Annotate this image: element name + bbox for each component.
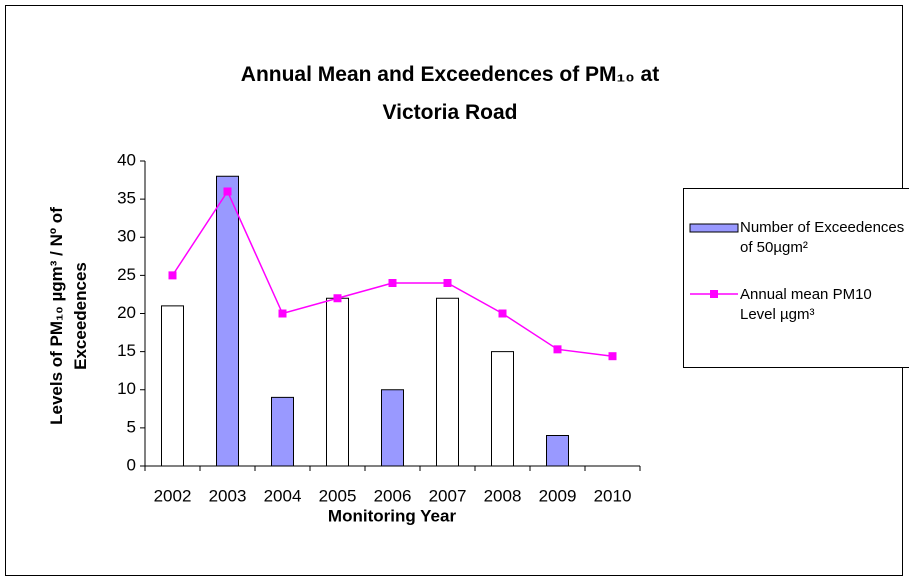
x-tick-label: 2007 <box>429 486 467 505</box>
y-tick-label: 10 <box>117 379 136 398</box>
legend-label: Number of Exceedences of 50µgm² <box>740 219 905 256</box>
line-marker <box>223 187 232 196</box>
legend-swatch <box>689 223 739 233</box>
y-tick-label: 40 <box>117 150 136 169</box>
bar <box>161 305 184 467</box>
line-marker <box>608 352 617 361</box>
y-tick-label: 35 <box>117 189 136 208</box>
legend-label: Annual mean PM10 Level µgm³ <box>740 286 872 323</box>
x-tick-label: 2002 <box>154 486 192 505</box>
bar <box>326 297 349 467</box>
bar <box>381 389 404 467</box>
line-marker <box>443 279 452 287</box>
y-tick-label: 5 <box>127 417 136 436</box>
line-marker <box>168 271 177 280</box>
y-tick-label: 30 <box>117 227 136 246</box>
bar <box>436 297 459 467</box>
line-marker <box>388 279 397 287</box>
bar <box>491 351 514 467</box>
x-tick-label: 2008 <box>484 486 522 505</box>
x-tick-label: 2005 <box>319 486 357 505</box>
x-tick-label: 2003 <box>209 486 247 505</box>
y-tick-label: 25 <box>117 265 136 284</box>
y-axis-label: Levels of PM₁₀ µgm³ / Nº of Exceedences <box>47 207 90 425</box>
y-tick-label: 15 <box>117 341 136 360</box>
y-tick-label: 0 <box>127 455 136 474</box>
bar <box>271 396 294 467</box>
line-marker <box>333 294 342 303</box>
x-tick-label: 2009 <box>539 486 577 505</box>
x-tick-label: 2010 <box>594 486 632 505</box>
bar <box>216 175 239 467</box>
legend-swatch <box>710 290 718 298</box>
y-tick-label: 20 <box>117 303 136 322</box>
line-marker <box>498 309 507 318</box>
x-tick-label: 2004 <box>264 486 302 505</box>
x-tick-label: 2006 <box>374 486 412 505</box>
line-marker <box>553 345 562 354</box>
line-marker <box>278 309 287 318</box>
x-axis-label: Monitoring Year <box>328 506 457 525</box>
bar <box>546 435 569 467</box>
chart-title: Annual Mean and Exceedences of PM₁₀ at V… <box>240 63 660 124</box>
legend-box <box>683 188 909 368</box>
